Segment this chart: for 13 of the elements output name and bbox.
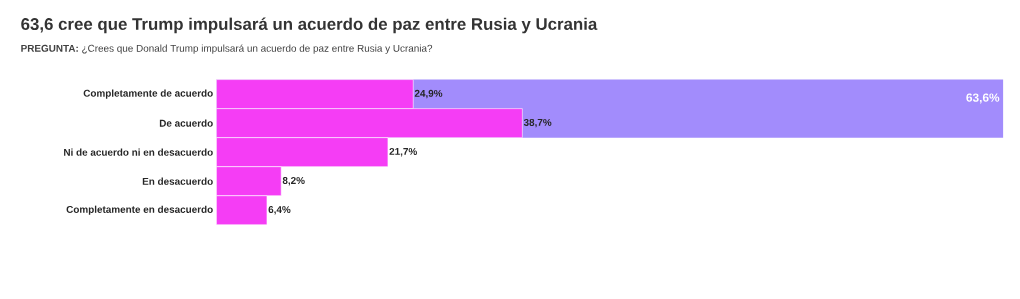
- y-tick-label: En desacuerdo: [142, 177, 213, 185]
- y-tick-label: Completamente de acuerdo: [83, 89, 213, 99]
- y-tick-label: De acuerdo: [159, 119, 213, 127]
- y-tick-label: Ni de acuerdo ni en desacuerdo: [64, 148, 213, 156]
- data-label: 24,9%: [414, 89, 443, 99]
- y-tick-label: Completamente en desacuerdo: [66, 205, 213, 215]
- chart-subtitle: PREGUNTA: ¿Crees que Donald Trump impulsará un acuerdo de paz entre Rusia y Ucrania?: [21, 44, 433, 54]
- data-label: 8,2%: [282, 176, 305, 186]
- chart-title: 63,6 cree que Trump impulsará un acuerdo de paz entre Rusia y Ucrania: [21, 17, 598, 34]
- data-label: 21,7%: [389, 147, 417, 157]
- data-label: 6,4%: [268, 205, 291, 215]
- data-label: 38,7%: [523, 118, 552, 128]
- band-label: 63,6%: [966, 93, 1000, 104]
